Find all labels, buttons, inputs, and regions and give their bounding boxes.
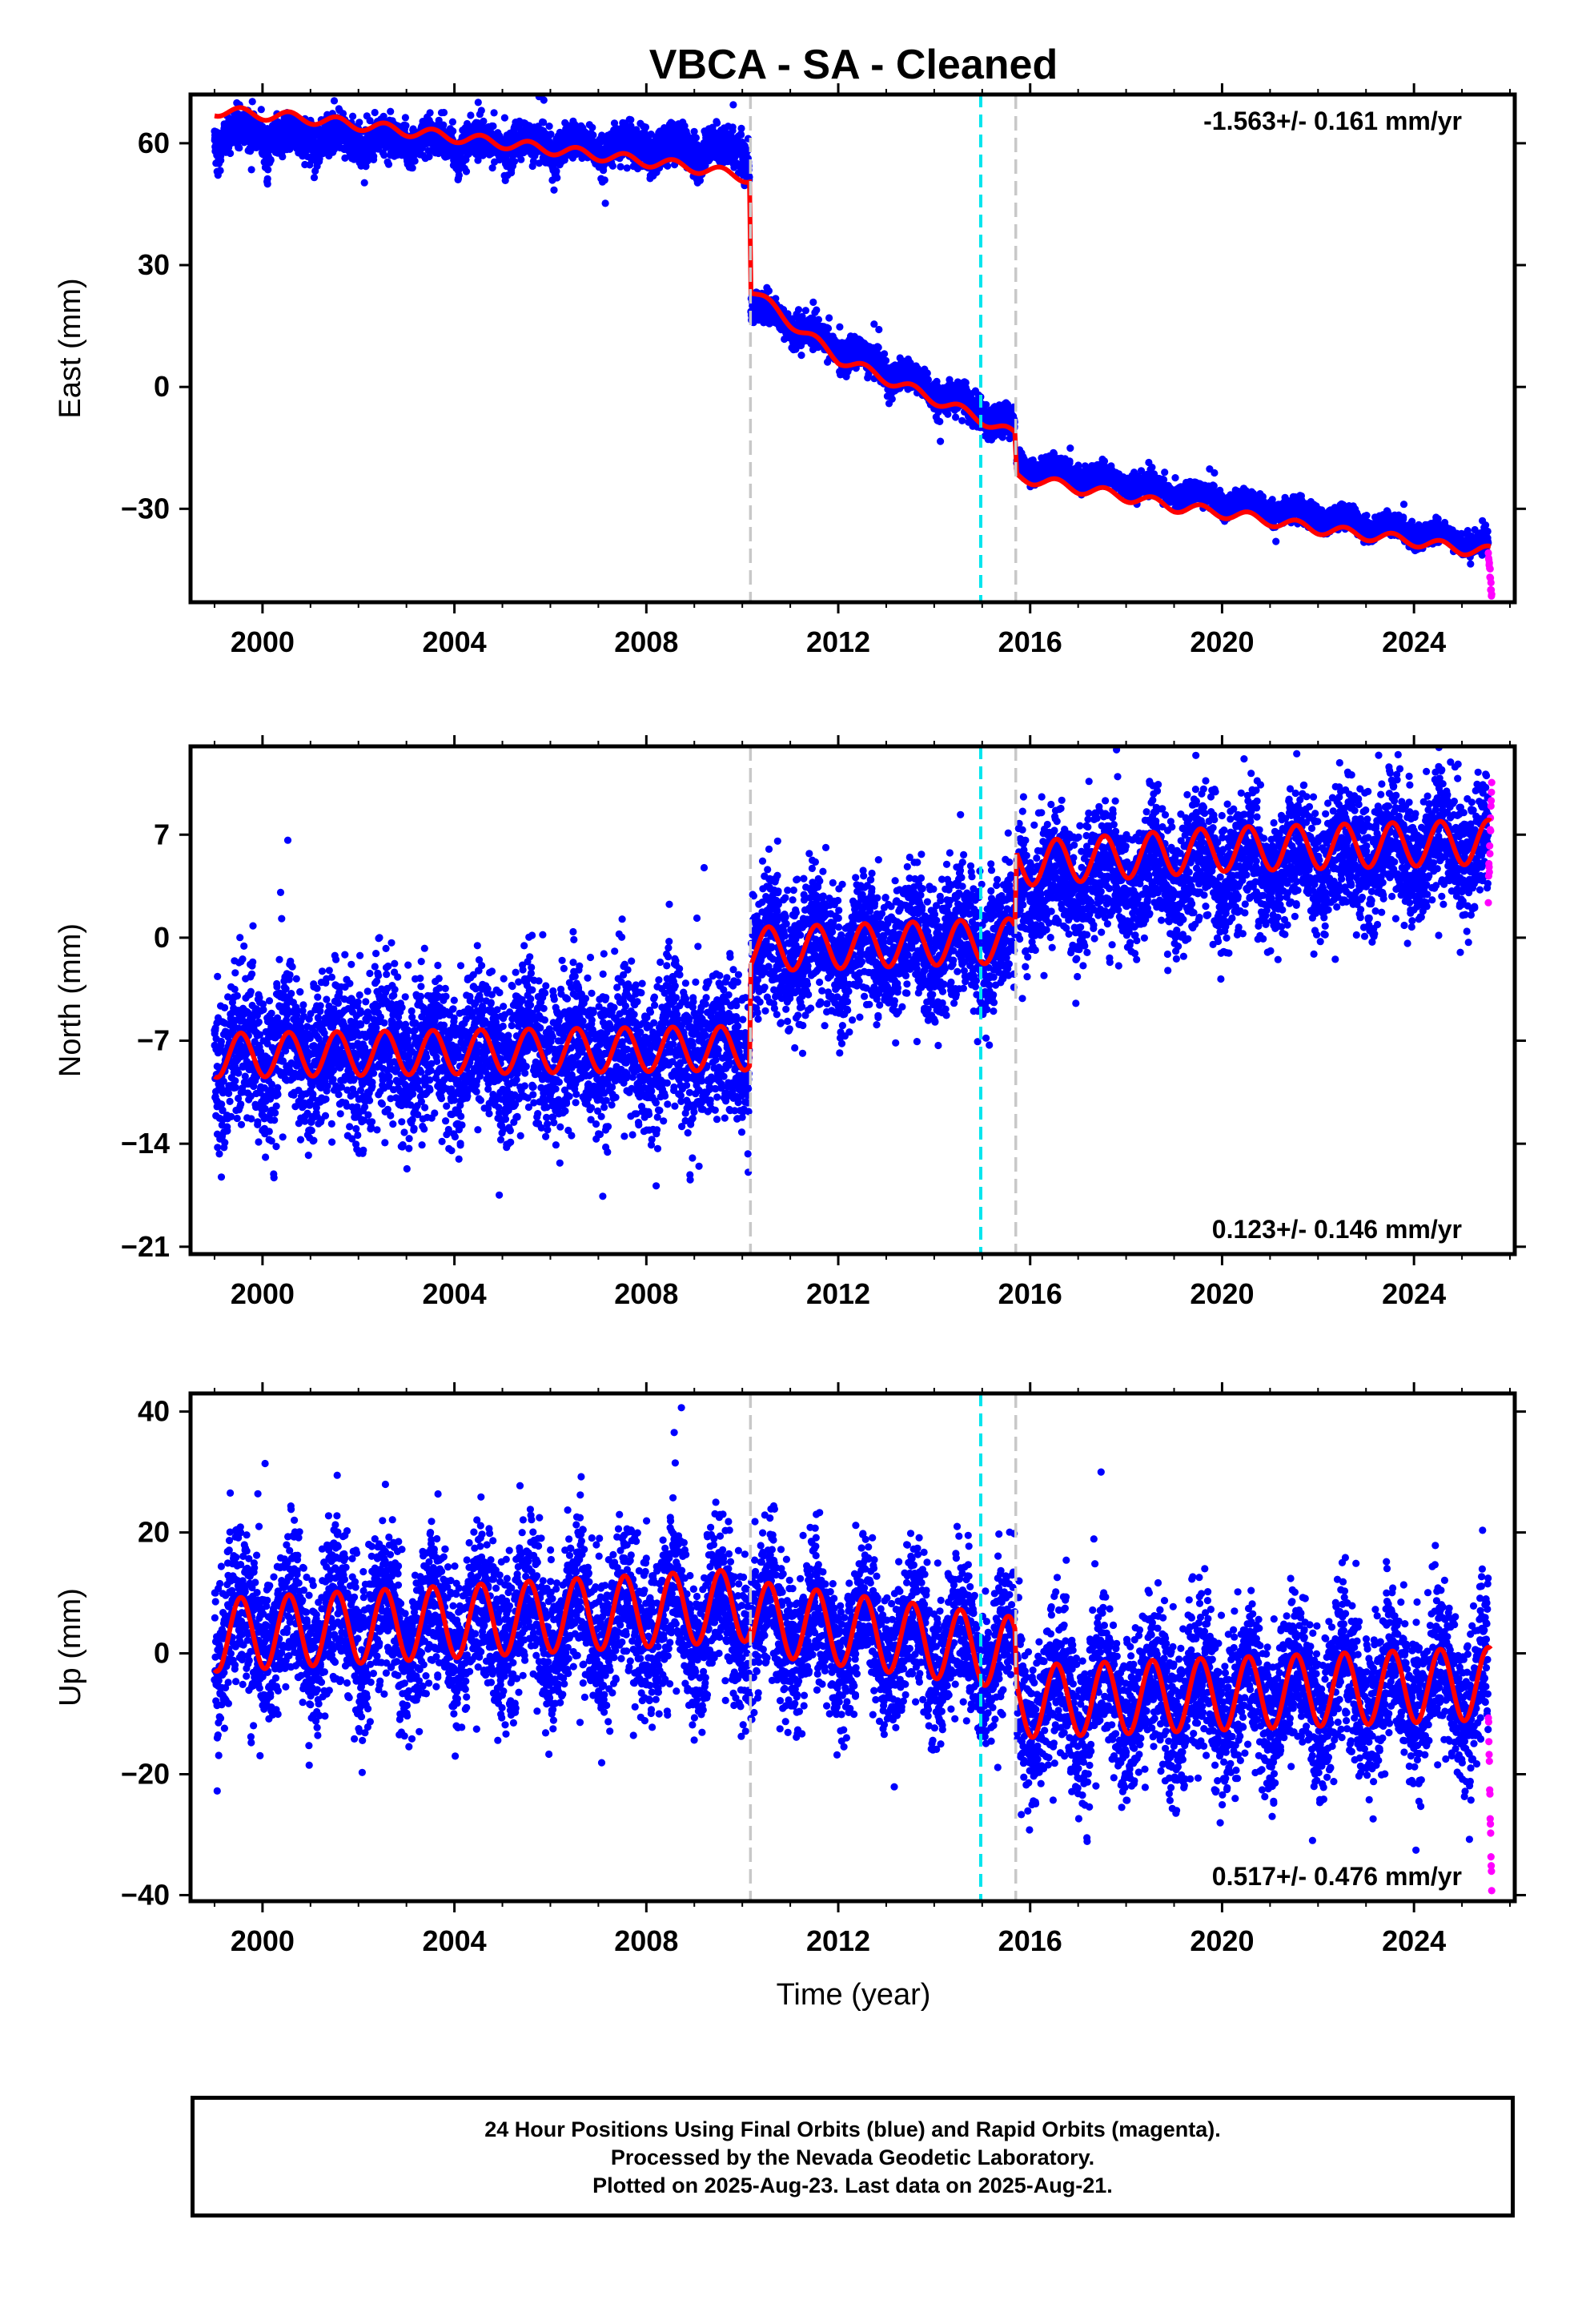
y-tick-label: 7 xyxy=(154,818,170,850)
final-orbit-points xyxy=(211,1404,1492,1854)
y-tick-label: 0 xyxy=(154,921,170,954)
panel-frame xyxy=(188,744,1517,1256)
panel-up: 2000 2004 2008 2012 2016 2020 2024 40 20 0 −20 −40 U… xyxy=(54,1382,1526,1957)
x-tick-label: 2024 xyxy=(1382,1924,1446,1957)
rapid-orbit-points xyxy=(1484,1714,1496,1895)
panel-north: 2000 2004 2008 2012 2016 2020 2024 7 0 −7 −14 −21 No… xyxy=(54,735,1526,1310)
rapid-orbit-points xyxy=(1484,778,1496,907)
y-tick-label: 20 xyxy=(138,1516,170,1549)
x-tick-label: 2024 xyxy=(1382,1277,1446,1310)
y-tick-label: −20 xyxy=(121,1758,170,1791)
x-tick-label: 2008 xyxy=(614,1277,678,1310)
final-orbit-points xyxy=(211,94,1492,568)
model-fit-line xyxy=(214,105,1492,557)
x-tick-label: 2008 xyxy=(614,625,678,658)
y-tick-label: −14 xyxy=(121,1127,170,1160)
x-tick-label: 2016 xyxy=(998,625,1062,658)
y-tick-label: −21 xyxy=(121,1230,170,1263)
model-fit-line xyxy=(213,818,1492,1080)
x-tick-label: 2020 xyxy=(1190,1924,1254,1957)
plot-area xyxy=(211,94,1496,600)
y-tick-label: 40 xyxy=(138,1395,170,1428)
x-axis-label: Time (year) xyxy=(777,1978,931,2012)
x-tick-label: 2016 xyxy=(998,1924,1062,1957)
x-tick-label: 2004 xyxy=(423,1924,487,1957)
x-tick-label: 2000 xyxy=(231,625,295,658)
x-tick-label: 2000 xyxy=(231,1924,295,1957)
x-tick-label: 2000 xyxy=(231,1277,295,1310)
panel-frame xyxy=(188,92,1517,605)
x-tick-label: 2008 xyxy=(614,1924,678,1957)
figure-title: VBCA - SA - Cleaned xyxy=(649,42,1058,88)
y-axis-label: North (mm) xyxy=(54,923,87,1077)
y-tick-label: 60 xyxy=(138,127,170,159)
x-tick-label: 2004 xyxy=(423,1277,487,1310)
footer-line-3: Plotted on 2025-Aug-23. Last data on 202… xyxy=(195,2172,1511,2200)
velocity-annotation: 0.517+/- 0.476 mm/yr xyxy=(1212,1862,1462,1891)
velocity-annotation: 0.123+/- 0.146 mm/yr xyxy=(1212,1215,1462,1244)
x-tick-label: 2016 xyxy=(998,1277,1062,1310)
y-tick-label: 0 xyxy=(154,370,170,403)
panel-frame xyxy=(188,1391,1517,1904)
footer-line-2: Processed by the Nevada Geodetic Laborat… xyxy=(195,2144,1511,2172)
y-tick-label: 30 xyxy=(138,248,170,281)
footer-line-1: 24 Hour Positions Using Final Orbits (bl… xyxy=(195,2116,1511,2144)
x-tick-label: 2012 xyxy=(806,625,870,658)
y-tick-label: −30 xyxy=(121,492,170,525)
x-tick-label: 2020 xyxy=(1190,1277,1254,1310)
plot-area xyxy=(211,746,1496,1200)
x-tick-label: 2012 xyxy=(806,1924,870,1957)
y-tick-label: 0 xyxy=(154,1637,170,1670)
x-tick-label: 2012 xyxy=(806,1277,870,1310)
x-tick-label: 2004 xyxy=(423,625,487,658)
panel-east: 2000 2004 2008 2012 2016 2020 2024 60 30 0 −30 East… xyxy=(54,83,1526,658)
y-tick-label: −40 xyxy=(121,1878,170,1911)
plot-area xyxy=(211,1404,1496,1895)
y-axis-label: Up (mm) xyxy=(54,1588,87,1707)
x-tick-label: 2024 xyxy=(1382,625,1446,658)
model-fit-line xyxy=(212,1567,1493,1740)
footer-note-box: 24 Hour Positions Using Final Orbits (bl… xyxy=(191,2096,1515,2217)
velocity-annotation: -1.563+/- 0.161 mm/yr xyxy=(1203,107,1462,135)
y-axis-label: East (mm) xyxy=(54,278,87,418)
x-tick-label: 2020 xyxy=(1190,625,1254,658)
y-tick-label: −7 xyxy=(137,1024,170,1057)
final-orbit-points xyxy=(211,746,1492,1200)
rapid-orbit-points xyxy=(1484,549,1496,600)
